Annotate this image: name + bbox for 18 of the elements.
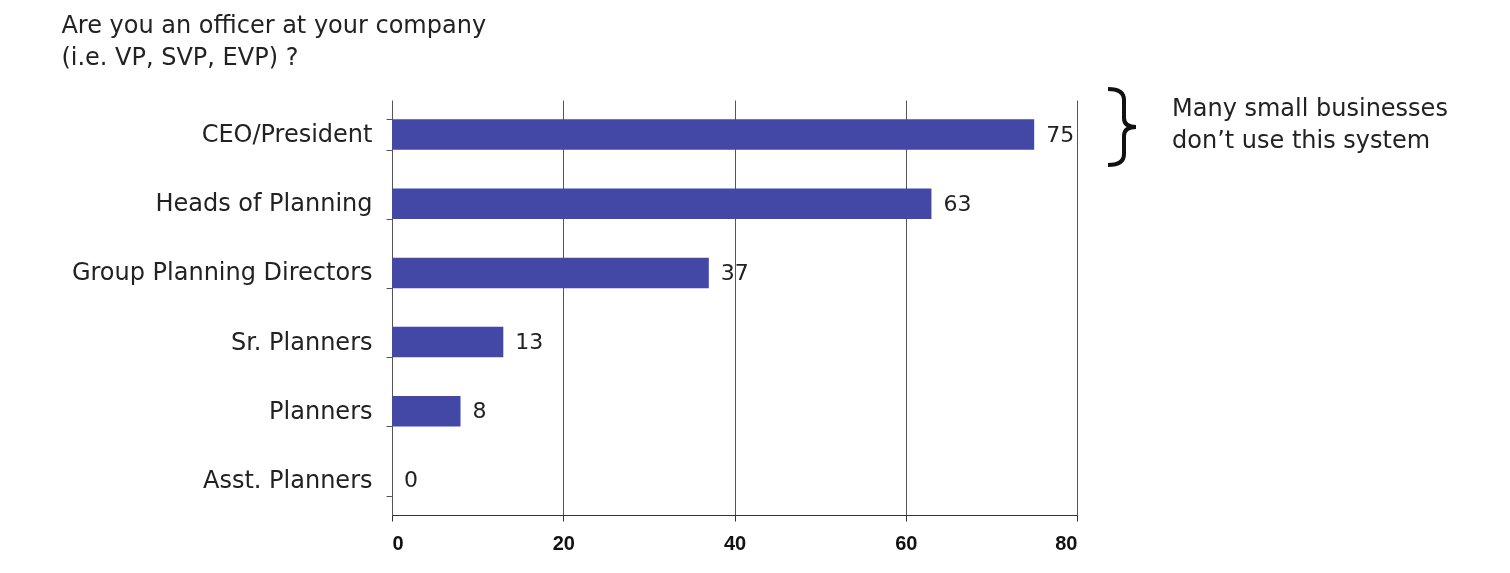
data-label: 0 <box>404 467 418 493</box>
y-tick-label: Asst. Planners <box>203 465 373 494</box>
chart-title: Are you an officer at your company (i.e. VP, SVP, EVP) ? <box>61 11 487 71</box>
data-label: 63 <box>943 190 972 216</box>
data-label: 8 <box>472 398 487 424</box>
x-tick-label: 40 <box>723 531 747 554</box>
x-tick-label: 0 <box>392 531 404 554</box>
y-tick-label: Planners <box>269 396 373 425</box>
y-tick-label: CEO/President <box>201 120 373 149</box>
data-label: 13 <box>515 329 544 355</box>
data-label: 75 <box>1046 121 1075 147</box>
y-tick-label: Group Planning Directors <box>71 258 373 287</box>
x-tick-label: 60 <box>895 531 918 554</box>
y-tick-label: Sr. Planners <box>230 327 373 356</box>
y-tick-label: Heads of Planning <box>155 189 373 218</box>
text: Many small businesses don’t use this system <box>1172 93 1448 156</box>
x-tick-label: 20 <box>552 531 575 554</box>
x-tick-label: 80 <box>1055 531 1078 554</box>
